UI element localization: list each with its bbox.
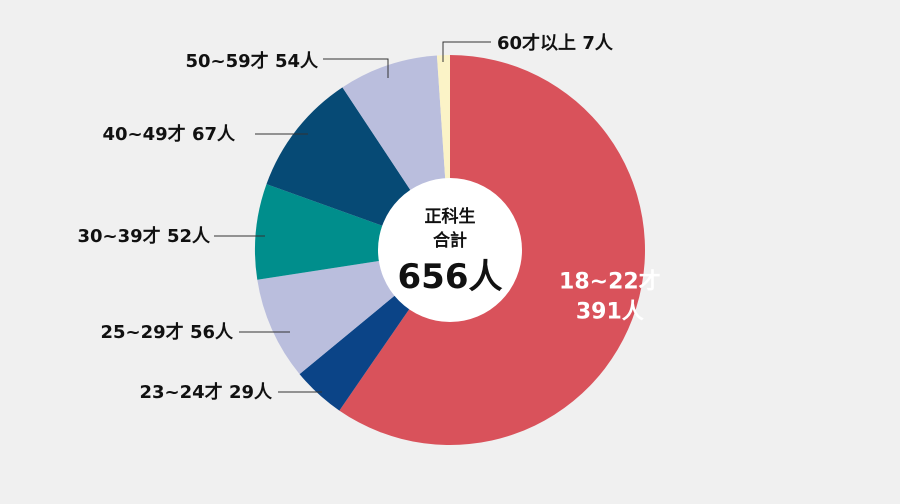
slice-label-18-22-value: 391人 — [576, 299, 644, 324]
leader-line-60 — [442, 41, 491, 62]
center-label-total: 656人 — [398, 257, 503, 297]
slice-label-40-49: 40~49才 67人 — [103, 123, 236, 145]
center-hole — [378, 178, 522, 322]
leader-line-50-59 — [323, 58, 389, 78]
center-label-subtitle: 合計 — [433, 230, 467, 251]
slice-label-23-24: 23~24才 29人 — [140, 381, 273, 403]
slice-labels-group: 18~22才 391人 23~24才 29人 25~29才 56人 30~39才 52人… — [78, 32, 661, 403]
slice-label-50-59: 50~59才 54人 — [186, 50, 319, 72]
slice-label-25-29: 25~29才 56人 — [101, 321, 234, 343]
slice-label-18-22-category: 18~22才 — [559, 268, 661, 294]
slice-label-60: 60才以上 7人 — [497, 32, 614, 54]
center-label-title: 正科生 — [425, 206, 476, 227]
leader-lines-group — [214, 41, 491, 393]
slice-label-30-39: 30~39才 52人 — [78, 225, 211, 247]
